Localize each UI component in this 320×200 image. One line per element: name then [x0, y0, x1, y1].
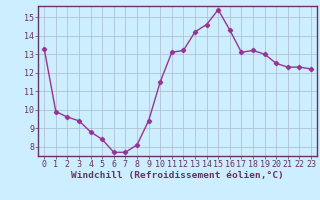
X-axis label: Windchill (Refroidissement éolien,°C): Windchill (Refroidissement éolien,°C)	[71, 171, 284, 180]
